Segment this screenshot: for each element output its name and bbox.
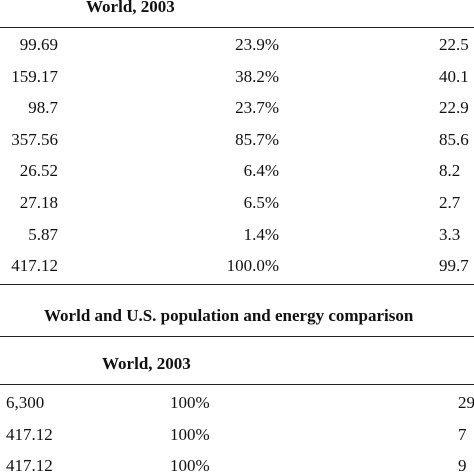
- table1-partial-cell: 22.5: [439, 35, 469, 54]
- table1-column-header: World, 2003: [86, 0, 175, 16]
- table1-value-cell: 159.17: [11, 66, 58, 86]
- table2-value-cell: 6,300: [6, 393, 45, 412]
- table2-column-header: World, 2003: [102, 354, 191, 373]
- table1-partial-cell: 85.6: [439, 129, 469, 149]
- table1-value-cell: 5.87: [28, 224, 58, 244]
- table2-share-cell: 100%: [170, 456, 210, 474]
- table1-value-cell: 357.56: [11, 129, 58, 149]
- table1-value-cell: 98.7: [28, 98, 58, 118]
- table2-partial-cell: 29: [458, 393, 474, 412]
- table1-share-cell: 100.0%: [226, 256, 279, 276]
- table1-value-cell: 417.12: [11, 256, 58, 276]
- table1-partial-cell: 3.3: [439, 224, 461, 244]
- table1-share-cell: 1.4%: [243, 224, 279, 244]
- table1-share-cell: 6.4%: [243, 161, 279, 181]
- table2-title-rule: [0, 336, 474, 337]
- table2-share-cell: 100%: [170, 393, 210, 412]
- table2-value-cell: 417.12: [6, 456, 53, 474]
- table1-value-cell: 27.18: [19, 193, 58, 212]
- table1-share-cell: 23.7%: [235, 98, 279, 118]
- table2-value-cell: 417.12: [6, 424, 53, 444]
- table1-value-cell: 26.52: [19, 161, 58, 181]
- table1-share-cell: 85.7%: [235, 129, 279, 149]
- table1-bottom-rule: [0, 284, 474, 285]
- table1-value-cell: 99.69: [19, 35, 58, 54]
- table2-share-cell: 100%: [170, 424, 210, 444]
- table2-title: World and U.S. population and energy com…: [44, 306, 414, 325]
- table1-partial-cell: 99.7: [439, 256, 469, 276]
- table1-share-cell: 38.2%: [235, 66, 279, 86]
- table1-partial-cell: 40.1: [439, 66, 469, 86]
- table2-partial-cell: 7: [458, 424, 467, 444]
- table2-header-rule: [0, 384, 474, 385]
- table1-partial-cell: 22.9: [439, 98, 469, 118]
- table1-partial-cell: 2.7: [439, 193, 461, 212]
- table1-share-cell: 23.9%: [235, 35, 279, 54]
- table1-partial-cell: 8.2: [439, 161, 461, 181]
- table1-share-cell: 6.5%: [243, 193, 279, 212]
- table2-partial-cell: 9: [458, 456, 467, 474]
- table1-header-rule: [0, 27, 474, 28]
